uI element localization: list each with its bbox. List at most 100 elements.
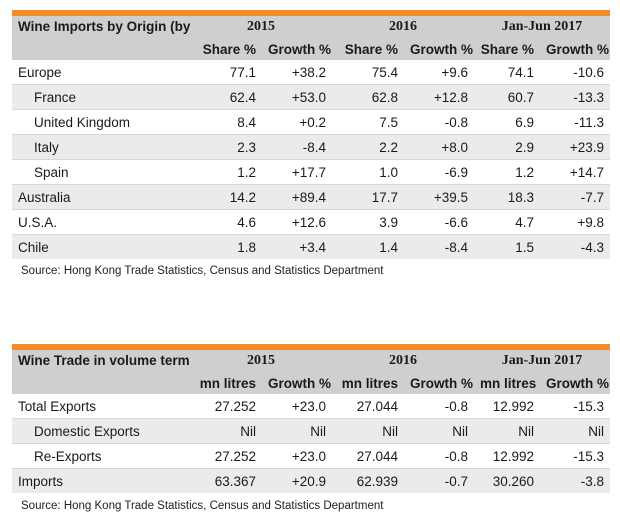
period-header: 2015 xyxy=(190,16,332,38)
wine-trade-volume-table: Wine Trade in volume terms 2015 2016 Jan… xyxy=(12,344,610,493)
source-note: Source: Hong Kong Trade Statistics, Cens… xyxy=(21,265,384,277)
table-cell: -0.7 xyxy=(404,468,474,493)
table-cell: 27.044 xyxy=(332,394,404,419)
row-label: Chile xyxy=(12,234,190,259)
table-cell: 1.2 xyxy=(474,159,540,185)
table-cell: +3.4 xyxy=(262,234,332,259)
table-cell: +9.6 xyxy=(404,60,474,85)
table-cell: 62.8 xyxy=(332,84,404,110)
table-cell: -7.7 xyxy=(540,184,610,210)
table-cell: 14.2 xyxy=(190,184,262,210)
table-cell: -13.3 xyxy=(540,84,610,110)
row-label: Re-Exports xyxy=(12,443,190,469)
table-cell: 62.939 xyxy=(332,468,404,493)
table-cell: 1.5 xyxy=(474,234,540,259)
accent-bar xyxy=(12,10,610,16)
column-header: Growth % xyxy=(262,38,332,60)
table-row: Chile 1.8 +3.4 1.4 -8.4 1.5 -4.3 xyxy=(12,234,610,259)
column-header: Growth % xyxy=(404,38,474,60)
table-cell: +39.5 xyxy=(404,184,474,210)
table-cell: 60.7 xyxy=(474,84,540,110)
table-cell: -0.8 xyxy=(404,109,474,135)
table-cell: 75.4 xyxy=(332,60,404,85)
table-row: Imports 63.367 +20.9 62.939 -0.7 30.260 -3.8 xyxy=(12,468,610,493)
row-label: Italy xyxy=(12,134,190,160)
table-title: Wine Trade in volume terms xyxy=(12,350,190,394)
period-header: Jan-Jun 2017 xyxy=(474,350,610,372)
table-cell: -15.3 xyxy=(540,443,610,469)
table-cell: 1.2 xyxy=(190,159,262,185)
table-row: Domestic Exports Nil Nil Nil Nil Nil Nil xyxy=(12,418,610,444)
table-cell: +53.0 xyxy=(262,84,332,110)
table-cell: -4.3 xyxy=(540,234,610,259)
row-label: Spain xyxy=(12,159,190,185)
table-cell: 2.9 xyxy=(474,134,540,160)
table-cell: +89.4 xyxy=(262,184,332,210)
table-cell: 30.260 xyxy=(474,468,540,493)
table-cell: 4.7 xyxy=(474,209,540,235)
wine-imports-table: Wine Imports by Origin (by value) 2015 2… xyxy=(12,10,610,259)
row-label: Domestic Exports xyxy=(12,418,190,444)
table-cell: 74.1 xyxy=(474,60,540,85)
row-label: Australia xyxy=(12,184,190,210)
table-cell: 6.9 xyxy=(474,109,540,135)
table-cell: 7.5 xyxy=(332,109,404,135)
row-label: Total Exports xyxy=(12,394,190,419)
table-cell: Nil xyxy=(540,418,610,444)
table-cell: -6.9 xyxy=(404,159,474,185)
table-cell: Nil xyxy=(474,418,540,444)
table-row: Australia 14.2 +89.4 17.7 +39.5 18.3 -7.7 xyxy=(12,184,610,210)
table-cell: 4.6 xyxy=(190,209,262,235)
table-cell: 63.367 xyxy=(190,468,262,493)
table-cell: -11.3 xyxy=(540,109,610,135)
table-row: Re-Exports 27.252 +23.0 27.044 -0.8 12.992 -15… xyxy=(12,443,610,469)
table-cell: 2.2 xyxy=(332,134,404,160)
table-cell: 2.3 xyxy=(190,134,262,160)
table-cell: 18.3 xyxy=(474,184,540,210)
table-cell: Nil xyxy=(332,418,404,444)
table-cell: +23.0 xyxy=(262,394,332,419)
table-cell: 27.252 xyxy=(190,394,262,419)
table-cell: Nil xyxy=(404,418,474,444)
table-cell: +23.0 xyxy=(262,443,332,469)
table-cell: 17.7 xyxy=(332,184,404,210)
column-header: mn litres xyxy=(190,372,262,394)
table-row: Total Exports 27.252 +23.0 27.044 -0.8 12.992… xyxy=(12,394,610,419)
column-header: Growth % xyxy=(404,372,474,394)
table-cell: Nil xyxy=(190,418,262,444)
row-label: U.S.A. xyxy=(12,209,190,235)
table-cell: +38.2 xyxy=(262,60,332,85)
table-cell: -0.8 xyxy=(404,394,474,419)
table-cell: +0.2 xyxy=(262,109,332,135)
table-cell: -0.8 xyxy=(404,443,474,469)
table-cell: 12.992 xyxy=(474,394,540,419)
column-header: Growth % xyxy=(540,372,610,394)
row-label: France xyxy=(12,84,190,110)
column-header: Growth % xyxy=(262,372,332,394)
table-title: Wine Imports by Origin (by value) xyxy=(12,16,190,60)
table-cell: +14.7 xyxy=(540,159,610,185)
period-header: Jan-Jun 2017 xyxy=(474,16,610,38)
table-row: U.S.A. 4.6 +12.6 3.9 -6.6 4.7 +9.8 xyxy=(12,209,610,235)
table-row: France 62.4 +53.0 62.8 +12.8 60.7 -13.3 xyxy=(12,84,610,110)
column-header: Share % xyxy=(332,38,404,60)
table-cell: -10.6 xyxy=(540,60,610,85)
table-cell: 62.4 xyxy=(190,84,262,110)
column-header: Share % xyxy=(190,38,262,60)
row-label: Imports xyxy=(12,468,190,493)
period-header: 2016 xyxy=(332,16,474,38)
table-cell: +17.7 xyxy=(262,159,332,185)
table-cell: 77.1 xyxy=(190,60,262,85)
row-label: United Kingdom xyxy=(12,109,190,135)
table-row: Spain 1.2 +17.7 1.0 -6.9 1.2 +14.7 xyxy=(12,159,610,185)
table-cell: 27.252 xyxy=(190,443,262,469)
column-header: Growth % xyxy=(540,38,610,60)
column-header: Share % xyxy=(474,38,540,60)
table-cell: 3.9 xyxy=(332,209,404,235)
table-cell: 1.4 xyxy=(332,234,404,259)
table-cell: 1.0 xyxy=(332,159,404,185)
table-cell: -6.6 xyxy=(404,209,474,235)
table-cell: +9.8 xyxy=(540,209,610,235)
row-label: Europe xyxy=(12,60,190,85)
period-header: 2016 xyxy=(332,350,474,372)
